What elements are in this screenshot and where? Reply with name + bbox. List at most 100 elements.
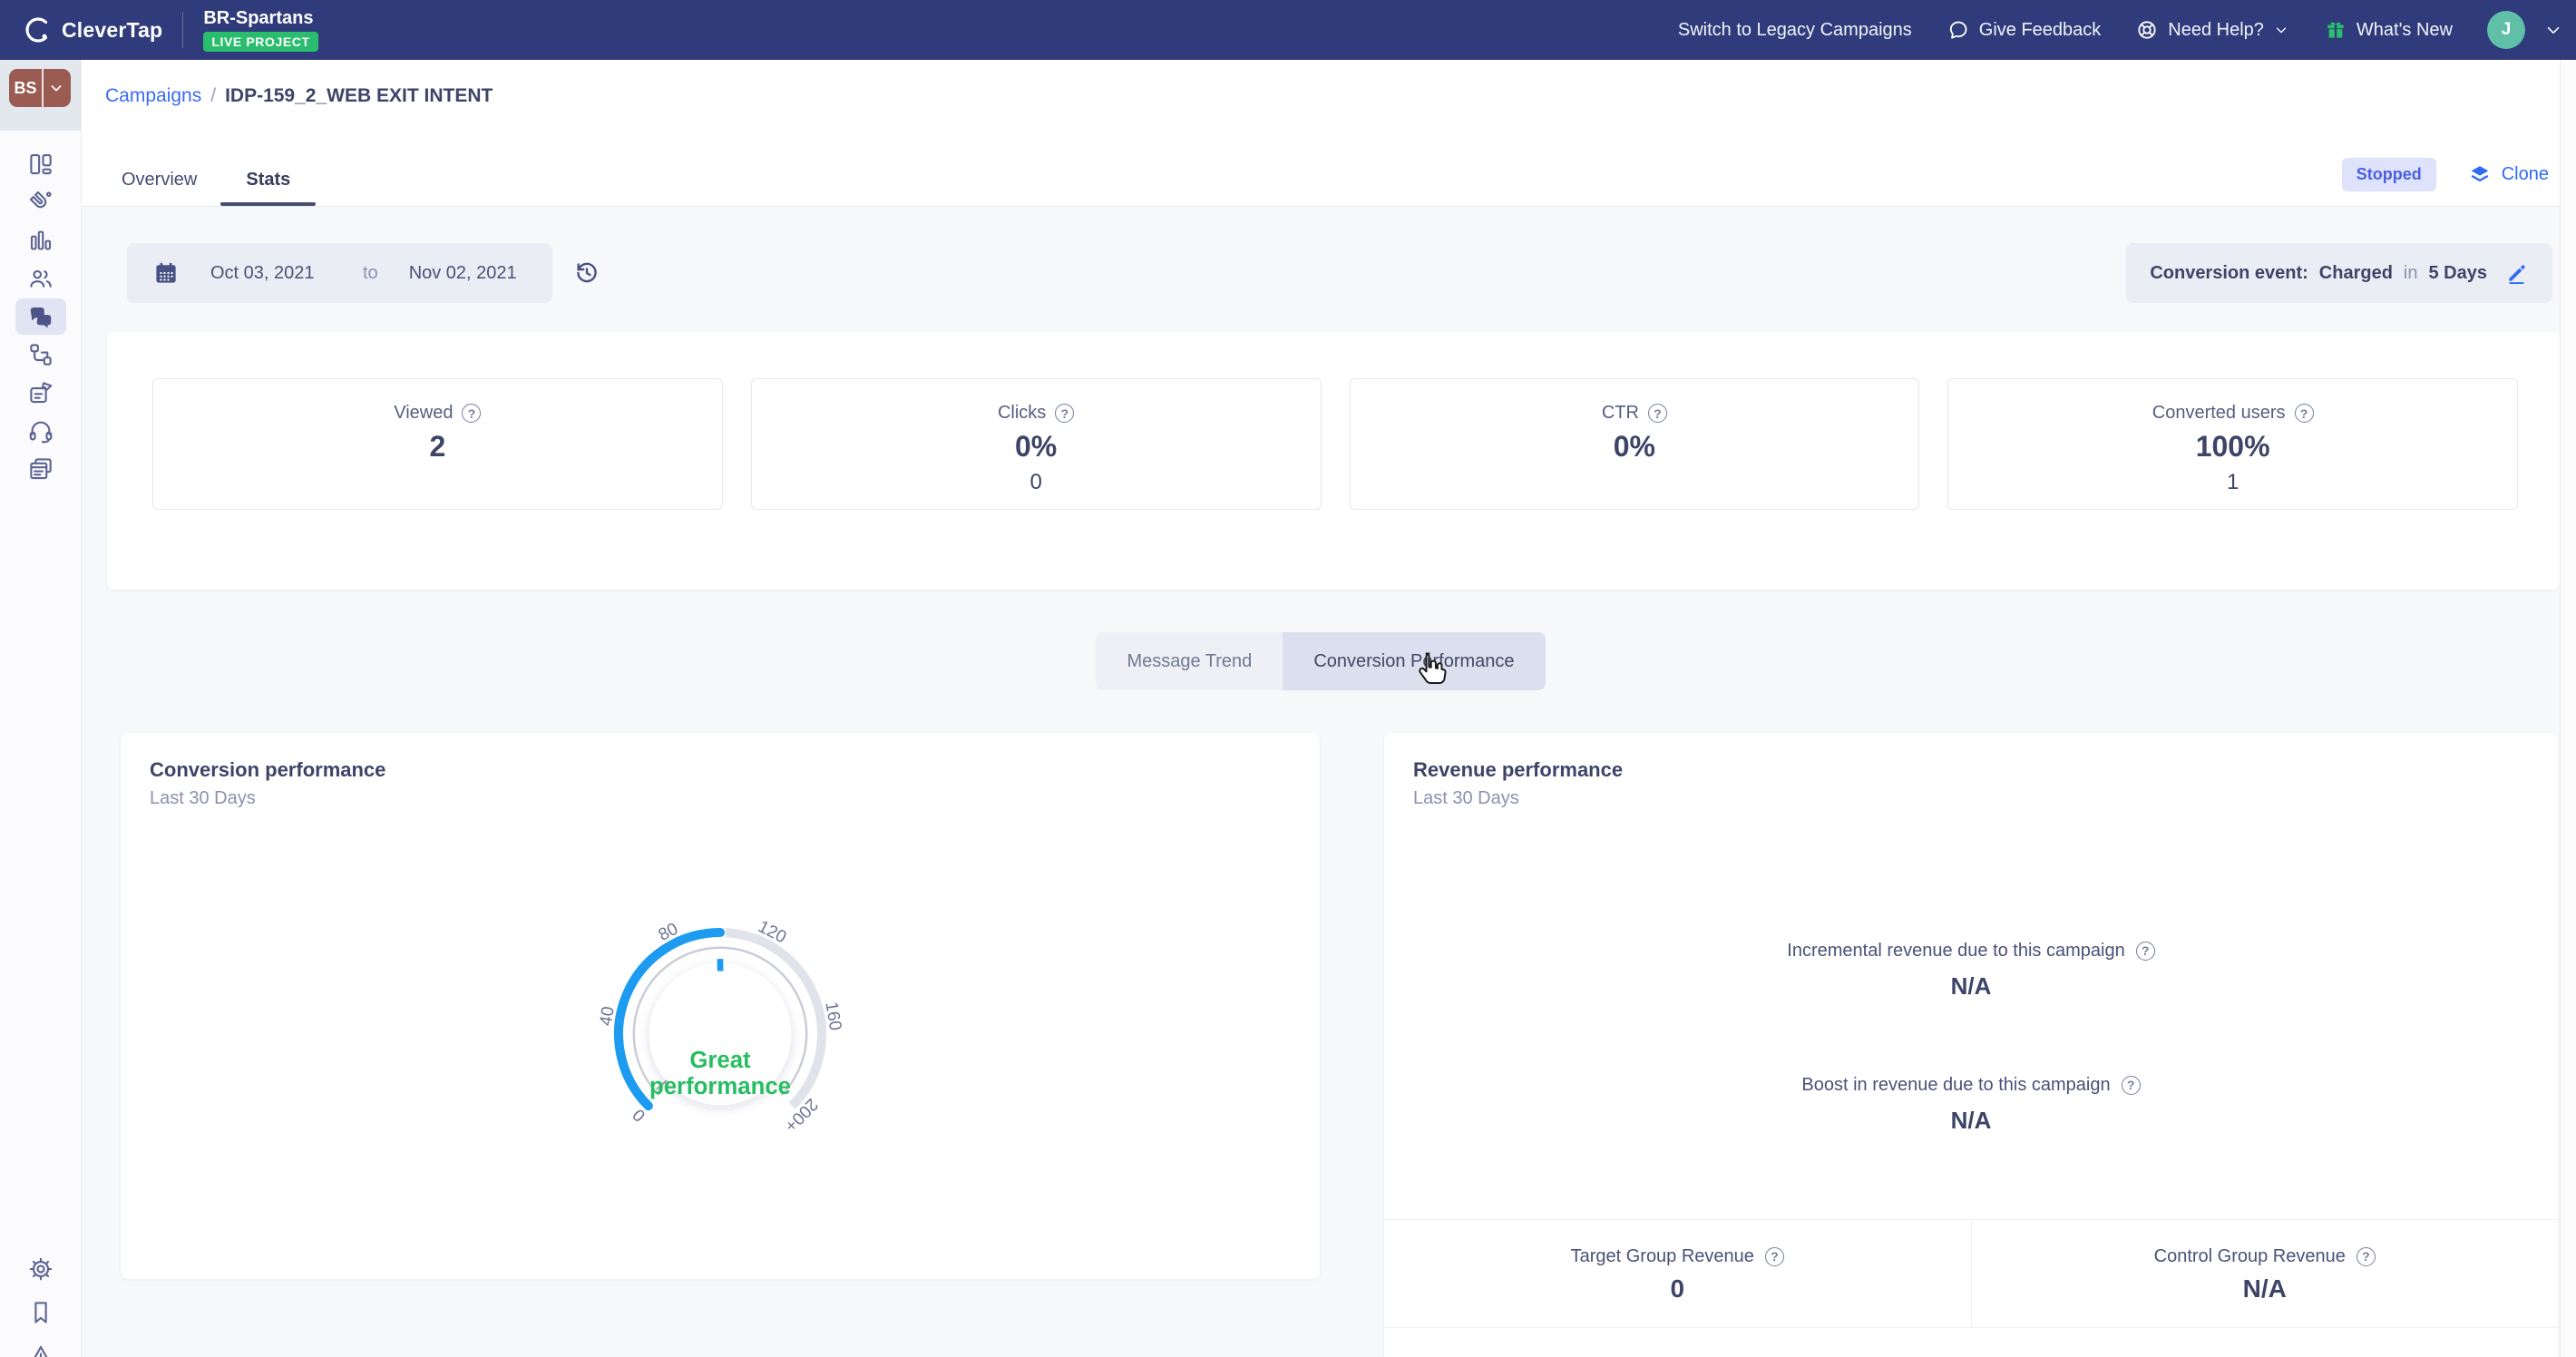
send-document-icon (29, 382, 52, 404)
magnet-icon (29, 190, 52, 209)
sidebar-item-acquisition[interactable] (15, 184, 66, 220)
need-help-label: Need Help? (2168, 19, 2264, 40)
control-group-revenue-value: N/A (2242, 1274, 2287, 1303)
target-group-revenue-value: 0 (1670, 1274, 1685, 1303)
give-feedback-label: Give Feedback (1978, 19, 2102, 40)
headset-icon (29, 421, 52, 444)
stat-value: 100% (2195, 430, 2270, 463)
target-group-revenue-label: Target Group Revenue (1570, 1246, 1754, 1266)
help-icon[interactable]: ? (2294, 404, 2314, 423)
sidebar-account-section: BS (0, 60, 81, 131)
conversion-panel-title: Conversion performance (150, 758, 386, 781)
clevertap-logo[interactable]: CleverTap (20, 12, 162, 48)
account-chevron-icon[interactable] (2543, 20, 2563, 40)
sidebar-item-segments[interactable] (15, 260, 66, 297)
warning-triangle-icon (34, 1345, 48, 1357)
help-icon[interactable]: ? (1764, 1246, 1784, 1266)
need-help-menu[interactable]: Need Help? (2135, 18, 2289, 42)
browser-windows-icon (29, 458, 52, 480)
topbar-divider (182, 12, 184, 48)
date-from[interactable]: Oct 03, 2021 (210, 262, 315, 283)
control-group-revenue-card: Control Group Revenue ? N/A (1970, 1220, 2559, 1327)
avatar-initial: J (2501, 20, 2512, 39)
stat-label: Converted users (2152, 403, 2286, 423)
message-trend-toggle[interactable]: Message Trend (1096, 632, 1283, 690)
account-button-divider (42, 69, 44, 107)
revenue-panel-subtitle: Last 30 Days (1413, 788, 1519, 808)
project-switcher[interactable]: BR-Spartans LIVE PROJECT (203, 8, 318, 52)
users-icon (29, 269, 52, 288)
page-title: IDP-159_2_WEB EXIT INTENT (225, 85, 493, 106)
live-project-badge: LIVE PROJECT (203, 32, 318, 52)
stat-card-clicks: Clicks ? 0% 0 (750, 378, 1322, 510)
dashboard-icon (29, 153, 52, 175)
stats-content: Oct 03, 2021 to Nov 02, 2021 Conversion … (82, 243, 2560, 1357)
breadcrumb-separator: / (210, 85, 217, 106)
svg-text:40: 40 (597, 1005, 619, 1027)
svg-text:160: 160 (821, 1001, 844, 1032)
topbar: CleverTap BR-Spartans LIVE PROJECT Switc… (0, 0, 2576, 60)
help-icon[interactable]: ? (2135, 941, 2155, 961)
switch-legacy-link[interactable]: Switch to Legacy Campaigns (1678, 20, 1912, 41)
sidebar-item-web-apps[interactable] (15, 451, 66, 487)
sidebar-item-support[interactable] (15, 413, 66, 449)
feedback-bubble-icon (1949, 21, 1967, 39)
sidebar-item-dashboard[interactable] (15, 146, 66, 182)
journey-flow-icon (29, 344, 52, 366)
clone-button[interactable]: Clone (2467, 162, 2549, 188)
chevron-down-icon (50, 85, 62, 92)
help-icon[interactable]: ? (462, 404, 482, 423)
bar-chart-icon (30, 230, 51, 250)
stat-card-ctr: CTR ? 0% (1349, 378, 1920, 510)
refresh-button[interactable] (572, 259, 601, 288)
sidebar-item-alerts[interactable] (15, 1339, 66, 1357)
conversion-in-word: in (2403, 262, 2418, 283)
breadcrumb-campaigns-link[interactable]: Campaigns (105, 85, 202, 106)
help-icon[interactable]: ? (2121, 1075, 2141, 1095)
edit-conversion-button[interactable] (2505, 261, 2529, 285)
conversion-performance-toggle[interactable]: Conversion Performance (1283, 632, 1546, 690)
conversion-event-label: Conversion event: (2150, 262, 2308, 283)
tab-overview[interactable]: Overview (122, 170, 198, 190)
target-group-revenue-card: Target Group Revenue ? 0 (1384, 1220, 1971, 1327)
incremental-revenue-value: N/A (1950, 972, 1992, 1000)
conversion-event-value: Charged (2318, 262, 2393, 283)
bookmark-icon (34, 1302, 47, 1323)
sidebar-item-campaigns[interactable] (15, 298, 66, 335)
main-content: Campaigns / IDP-159_2_WEB EXIT INTENT Ov… (82, 60, 2560, 1357)
stat-value: 0% (1015, 430, 1058, 463)
help-icon[interactable]: ? (1647, 404, 1667, 423)
stat-subvalue: 1 (2226, 470, 2239, 494)
help-icon[interactable]: ? (1055, 404, 1075, 423)
scrollbar-track[interactable] (2560, 60, 2576, 1357)
chart-view-toggle: Message Trend Conversion Performance (82, 632, 2560, 690)
project-name: BR-Spartans (203, 8, 314, 28)
whats-new-link[interactable]: What's New (2324, 18, 2453, 42)
sidebar-item-journeys[interactable] (15, 337, 66, 373)
conversion-panel-subtitle: Last 30 Days (150, 788, 256, 808)
boost-revenue-label: Boost in revenue due to this campaign (1801, 1075, 2111, 1095)
revenue-performance-panel: Revenue performance Last 30 Days Increme… (1384, 733, 2558, 1357)
date-range-picker[interactable]: Oct 03, 2021 to Nov 02, 2021 (127, 243, 552, 303)
switch-legacy-label: Switch to Legacy Campaigns (1677, 19, 1912, 40)
give-feedback-link[interactable]: Give Feedback (1947, 18, 2102, 42)
status-badge: Stopped (2341, 158, 2436, 191)
user-avatar[interactable]: J (2487, 11, 2525, 49)
help-lifering-icon (2138, 21, 2156, 39)
sidebar-item-settings[interactable] (15, 1252, 66, 1286)
date-to[interactable]: Nov 02, 2021 (408, 262, 517, 283)
revenue-panel-title: Revenue performance (1413, 758, 1624, 781)
help-icon[interactable]: ? (2356, 1246, 2376, 1266)
sidebar-item-content[interactable] (15, 375, 66, 411)
account-switcher-button[interactable]: BS (9, 69, 71, 107)
gift-icon (2327, 22, 2344, 38)
sidebar-item-analytics[interactable] (15, 222, 66, 259)
stat-card-converted-users: Converted users ? 100% 1 (1947, 378, 2518, 510)
boost-revenue-row: Boost in revenue due to this campaign ? … (1384, 1072, 2558, 1136)
clevertap-logo-icon (25, 17, 48, 43)
tab-stats[interactable]: Stats (220, 170, 317, 206)
sidebar-item-bookmarks[interactable] (15, 1295, 66, 1330)
clone-label: Clone (2501, 164, 2549, 184)
